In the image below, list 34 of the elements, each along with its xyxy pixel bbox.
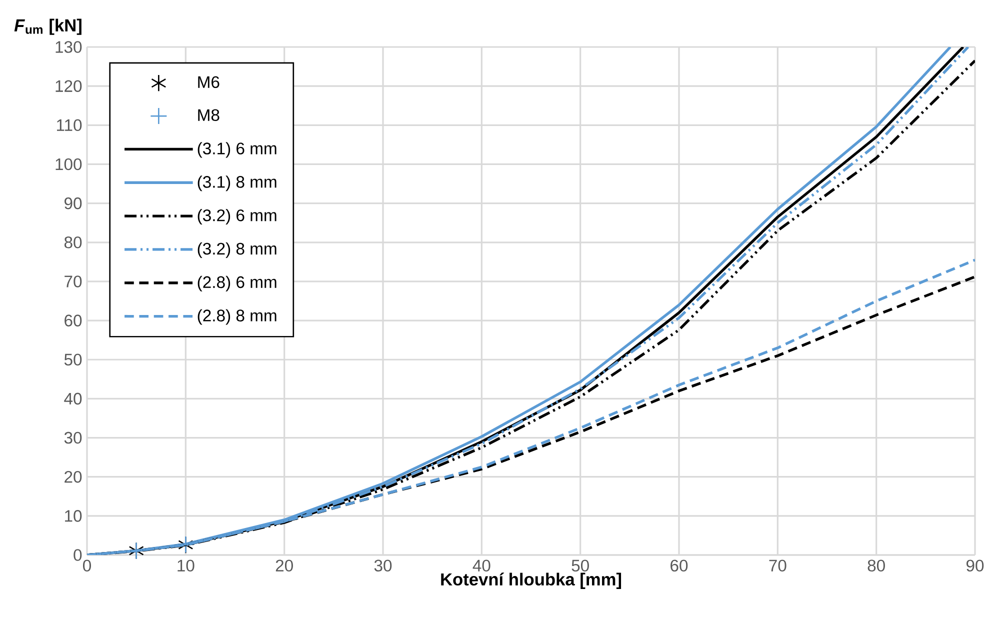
x-tick-label: 30: [374, 560, 392, 572]
legend-label: (3.2) 6 mm: [198, 208, 276, 225]
y-tick-label: 20: [64, 470, 82, 483]
x-tick-label: 20: [276, 560, 293, 572]
legend-label: (3.2) 8 mm: [198, 242, 276, 258]
y-tick-label: 90: [64, 197, 82, 210]
y-tick-label: 40: [64, 392, 82, 405]
x-tick-label: 70: [769, 560, 786, 572]
y-tick-label: 60: [64, 314, 82, 326]
x-tick-label: 0: [83, 560, 91, 572]
x-tick-label: 80: [868, 560, 885, 572]
legend-label: M6: [198, 76, 220, 88]
legend-label: M8: [198, 109, 220, 122]
y-axis-title: F$_{um}$ [kN]: [14, 18, 82, 35]
legend-label: (2.8) 8 mm: [198, 309, 276, 325]
legend-label: (3.1) 8 mm: [198, 176, 276, 192]
y-tick-label: 80: [64, 236, 82, 248]
y-tick-label: 30: [64, 432, 82, 444]
x-tick-label: 60: [670, 560, 688, 572]
x-tick-label: 40: [472, 560, 490, 572]
y-tick-label: 100: [56, 158, 82, 170]
y-tick-label: 50: [64, 354, 82, 366]
x-axis-title: Kotevní hloubka [mm]: [441, 572, 622, 589]
legend-label: (2.8) 6 mm: [198, 276, 276, 292]
legend-label: (3.1) 6 mm: [198, 142, 276, 158]
x-tick-label: 90: [966, 560, 984, 572]
y-tick-label: 70: [64, 276, 82, 288]
y-tick-label: 0: [74, 549, 82, 561]
x-tick-label: 10: [178, 560, 194, 572]
y-tick-label: 120: [56, 80, 82, 92]
y-tick-label: 110: [57, 119, 82, 132]
x-tick-label: 50: [572, 560, 589, 572]
y-tick-label: 130: [56, 41, 82, 53]
y-tick-label: 10: [65, 510, 82, 522]
